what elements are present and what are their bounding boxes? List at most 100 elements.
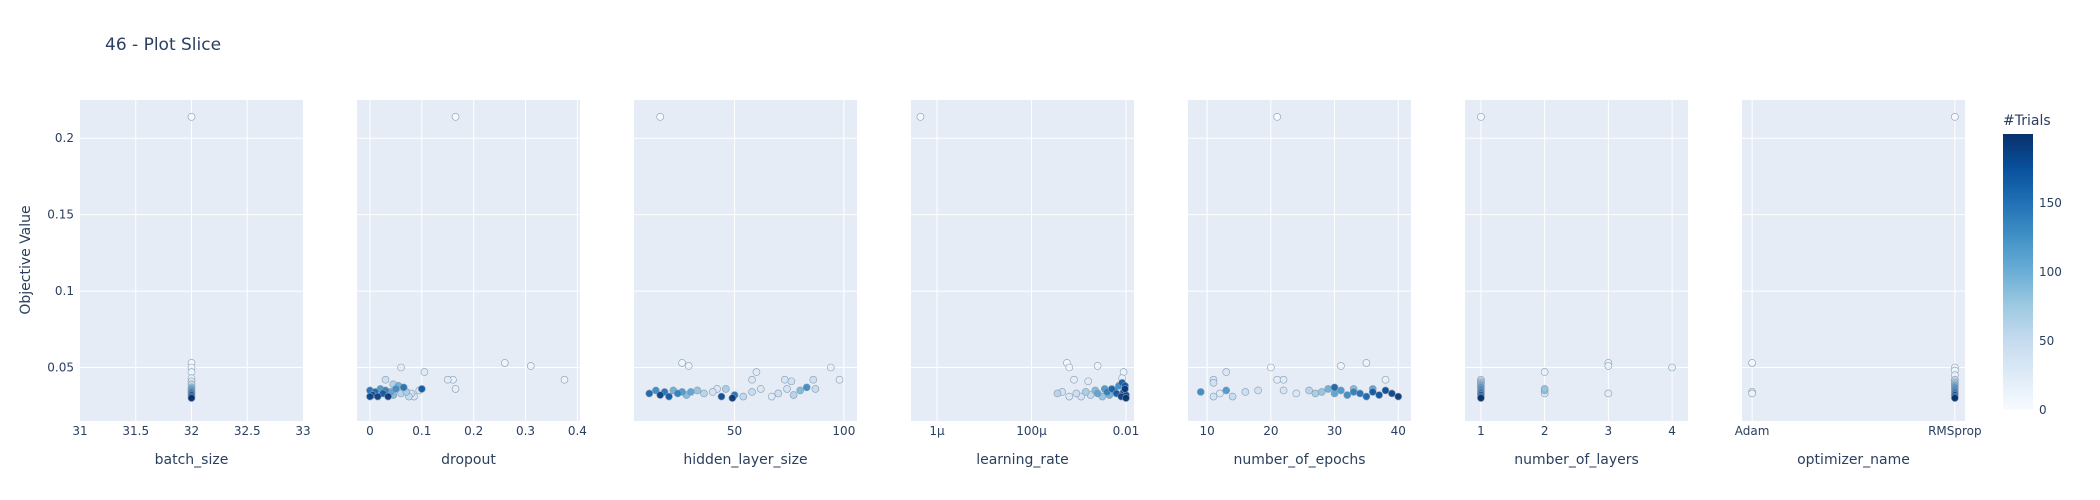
trial-point (1255, 387, 1262, 394)
trial-point (1325, 385, 1332, 392)
trial-point (561, 376, 568, 383)
x-tick-label: RMSprop (1928, 424, 1982, 438)
trial-point (749, 388, 756, 395)
panel-learning-rate: 1μ 100μ 0.01 learning_rate (911, 100, 1139, 468)
colorbar-gradient (2003, 134, 2033, 410)
trial-point (1369, 388, 1376, 395)
trial-point (1541, 369, 1548, 376)
trial-point (812, 385, 819, 392)
x-tick-label: 100 (832, 424, 855, 438)
trial-point (775, 390, 782, 397)
trial-point (1382, 376, 1389, 383)
trial-point (694, 387, 701, 394)
colorbar-tick-label: 50 (2039, 334, 2054, 348)
y-tick-label: 0.2 (55, 131, 74, 145)
trial-point (740, 393, 747, 400)
plot-background (1188, 100, 1411, 421)
trial-point (1337, 387, 1344, 394)
trial-point (797, 387, 804, 394)
trial-point (1605, 362, 1612, 369)
colorbar: #Trials 0 50 100 150 (2003, 113, 2062, 417)
x-tick-label: 0.2 (464, 424, 483, 438)
y-tick-label: 0.05 (47, 361, 74, 375)
trial-point (646, 390, 653, 397)
x-axis-title: batch_size (155, 452, 229, 468)
x-axis-title: learning_rate (976, 452, 1069, 468)
trial-point (1274, 113, 1281, 120)
trial-point (1070, 376, 1077, 383)
trial-point (1477, 113, 1484, 120)
trial-point (1395, 393, 1402, 400)
trial-point (1216, 390, 1223, 397)
trial-point (749, 376, 756, 383)
trial-point (1066, 364, 1073, 371)
trial-point (718, 393, 725, 400)
plot-background (357, 100, 580, 421)
x-axis-title: optimizer_name (1797, 452, 1910, 468)
trial-point (1951, 395, 1958, 402)
trial-point (917, 113, 924, 120)
panel-number-of-layers: 1 2 3 4number_of_layers (1465, 100, 1688, 468)
plot-background (1742, 100, 1965, 421)
trial-point (1242, 388, 1249, 395)
trial-point (1749, 390, 1756, 397)
x-tick-label: 31.5 (122, 424, 149, 438)
trial-point (1363, 393, 1370, 400)
x-tick-label: 4 (1668, 424, 1676, 438)
colorbar-tick-label: 100 (2039, 265, 2062, 279)
plot-background (634, 100, 857, 421)
trial-point (1280, 376, 1287, 383)
trial-point (1337, 362, 1344, 369)
trial-point (1066, 393, 1073, 400)
trial-point (722, 385, 729, 392)
x-tick-label: 1μ (929, 424, 945, 438)
trial-point (366, 393, 373, 400)
y-tick-label: 0.15 (47, 208, 74, 222)
trial-point (1350, 388, 1357, 395)
x-tick-label: 100μ (1016, 424, 1047, 438)
trial-point (709, 388, 716, 395)
y-tick-label: 0.1 (55, 284, 74, 298)
trial-point (836, 376, 843, 383)
trial-point (1082, 388, 1089, 395)
trial-point (1541, 385, 1548, 392)
trial-point (768, 393, 775, 400)
trial-point (1312, 390, 1319, 397)
trial-point (400, 384, 407, 391)
colorbar-tick-label: 150 (2039, 196, 2062, 210)
colorbar-title: #Trials (2003, 113, 2051, 129)
trial-point (1223, 387, 1230, 394)
trial-point (374, 393, 381, 400)
chart-title: 46 - Plot Slice (105, 35, 221, 55)
trial-point (1477, 395, 1484, 402)
trial-point (382, 376, 389, 383)
x-tick-label: 0.01 (1113, 424, 1140, 438)
trial-point (392, 385, 399, 392)
trial-point (1197, 388, 1204, 395)
x-tick-label: 0.4 (568, 424, 587, 438)
trial-point (1951, 113, 1958, 120)
trial-point (444, 376, 451, 383)
trial-point (1229, 393, 1236, 400)
trial-point (1120, 369, 1127, 376)
x-tick-label: 0 (366, 424, 374, 438)
trial-point (827, 364, 834, 371)
trial-point (1318, 388, 1325, 395)
trial-point (1331, 384, 1338, 391)
trial-point (657, 392, 664, 399)
x-tick-label: 31 (72, 424, 87, 438)
trial-point (685, 362, 692, 369)
trial-point (398, 364, 405, 371)
panel-number-of-epochs: 10 20 30 40number_of_epochs (1188, 100, 1411, 468)
trial-point (1293, 390, 1300, 397)
trial-point (501, 359, 508, 366)
trial-point (1669, 364, 1676, 371)
trial-point (1122, 385, 1129, 392)
trial-point (1223, 369, 1230, 376)
x-tick-label: 1 (1477, 424, 1485, 438)
x-axis-title: dropout (441, 452, 496, 468)
trial-point (1363, 359, 1370, 366)
